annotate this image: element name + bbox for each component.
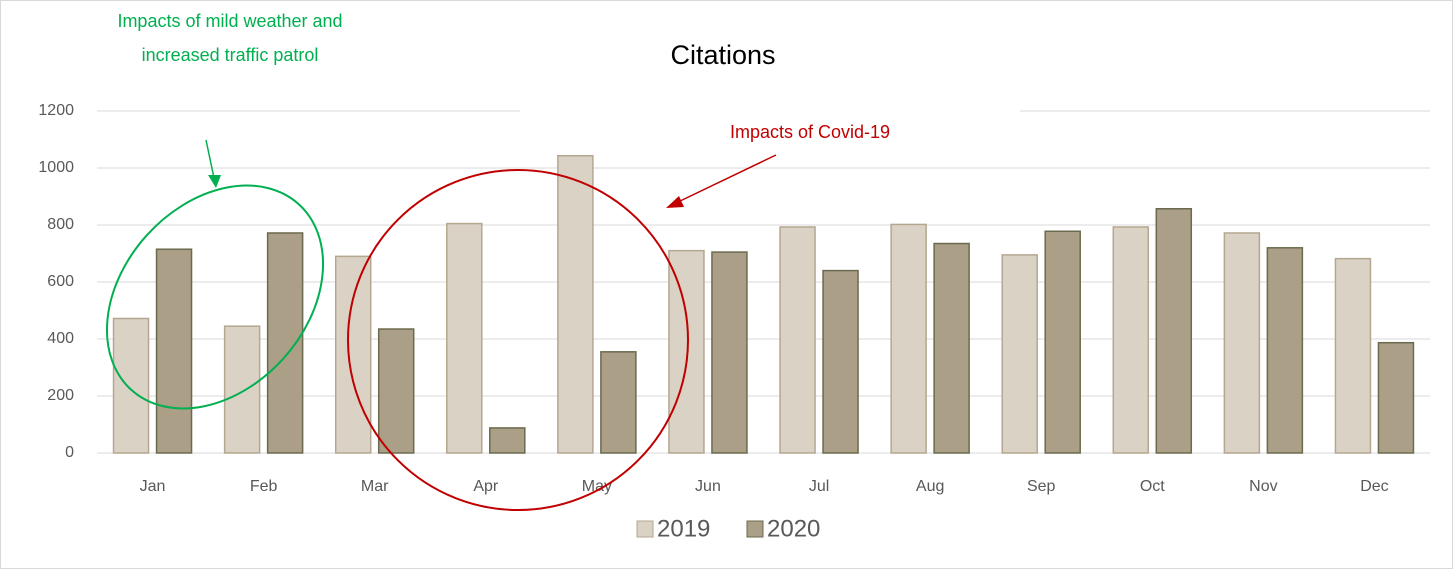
x-tick-label: Apr (473, 478, 499, 495)
green-arrowhead (208, 175, 221, 188)
y-tick-label: 800 (47, 216, 74, 233)
x-tick-label: Sep (1027, 478, 1056, 495)
bar (112, 317, 150, 454)
bar (1001, 254, 1038, 454)
bar (446, 222, 483, 454)
bar (557, 154, 594, 454)
bar (779, 226, 816, 454)
y-tick-label: 1000 (38, 159, 74, 176)
red-circle (347, 169, 689, 511)
legend-label: 2019 (657, 515, 710, 542)
bar (223, 325, 261, 454)
bar (334, 255, 372, 454)
bar (600, 351, 637, 454)
bar (711, 251, 748, 454)
green-arrow (205, 139, 215, 179)
title-backdrop (520, 40, 1020, 120)
bar (1223, 232, 1261, 454)
bar (1266, 247, 1304, 454)
bar (1044, 230, 1081, 454)
x-tick-label: May (582, 478, 612, 495)
annotation: Impacts of Covid-19 (730, 122, 890, 142)
bar (668, 249, 705, 454)
annotation: increased traffic patrol (142, 45, 319, 65)
x-tick-label: Aug (916, 478, 944, 495)
annotation: Impacts of mild weather and (117, 11, 342, 31)
bar (933, 242, 970, 454)
y-tick-label: 1200 (38, 102, 74, 119)
bar (1334, 257, 1372, 454)
x-tick-label: Jun (695, 478, 721, 495)
legend-swatch (636, 520, 654, 538)
bar (489, 427, 526, 454)
bar (1155, 208, 1193, 454)
bar (890, 223, 927, 454)
green-ellipse (105, 184, 325, 410)
bar (266, 232, 304, 454)
x-tick-label: Feb (250, 478, 278, 495)
y-tick-label: 200 (47, 387, 74, 404)
bar (377, 328, 415, 454)
x-tick-label: Oct (1140, 478, 1165, 495)
red-arrowhead (666, 196, 684, 208)
bars: Jan Feb Mar Apr May Jun Jul Aug Sep Oct Nov Dec (112, 154, 1415, 495)
x-tick-label: Jan (140, 478, 166, 495)
y-tick-label: 0 (65, 444, 74, 461)
x-tick-label: Mar (361, 478, 389, 495)
grid: 0 200 400 600 800 1000 1200 (38, 102, 1430, 461)
y-tick-label: 600 (47, 273, 74, 290)
bar (1377, 341, 1415, 454)
bar (155, 248, 193, 454)
legend-label: 2020 (767, 515, 820, 542)
annotations: Impacts of mild weather and increased tra… (117, 11, 890, 142)
x-tick-label: Nov (1249, 478, 1277, 495)
red-arrow (677, 154, 777, 203)
legend-swatch (746, 520, 764, 538)
y-tick-label: 400 (47, 330, 74, 347)
legend: 2019 2020 (636, 515, 820, 542)
chart-title: Citations (670, 40, 775, 70)
x-tick-label: Jul (809, 478, 829, 495)
bar (1112, 226, 1150, 454)
bar (822, 269, 859, 454)
x-tick-label: Dec (1360, 478, 1388, 495)
